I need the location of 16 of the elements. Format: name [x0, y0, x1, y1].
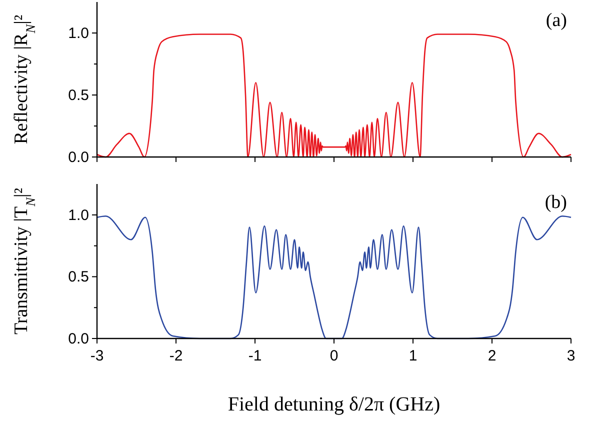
x-tick-label: -2: [169, 348, 183, 364]
x-tick-label: 0: [330, 348, 338, 364]
x-tick-label: -3: [90, 348, 104, 364]
annotation: (b): [544, 192, 567, 213]
x-tick-label: 2: [488, 348, 496, 364]
y-tick-label: 0.0: [68, 330, 89, 348]
x-tick-label: 1: [408, 348, 418, 364]
y-tick-label: 1.0: [68, 206, 89, 224]
x-tick-label: 3: [566, 348, 576, 364]
x-axis-title: Field detuning δ/2π (GHz): [228, 394, 440, 416]
y-tick-label: 0.5: [68, 87, 89, 104]
annotation: (a): [546, 10, 567, 31]
y-tick-label: 0.0: [68, 149, 89, 166]
x-tick-label: -1: [248, 348, 262, 364]
y-tick-label: 1.0: [68, 25, 89, 42]
y-tick-label: 0.5: [68, 268, 89, 286]
